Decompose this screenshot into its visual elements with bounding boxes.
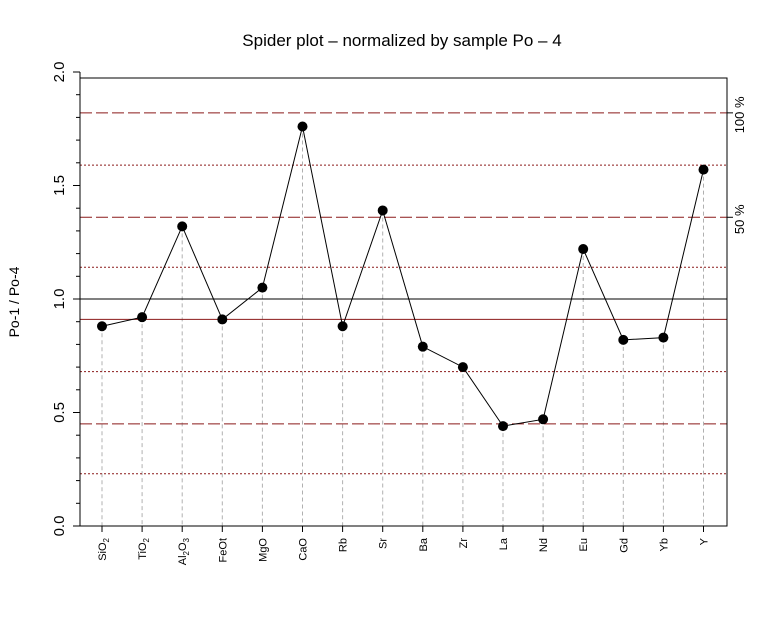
x-tick-label: MgO (257, 538, 269, 562)
y-tick-label: 1.5 (51, 175, 68, 196)
plot-frame (79, 77, 728, 527)
x-tick-label: FeOt (217, 538, 229, 562)
x-tick-label: TiO2 (137, 537, 151, 559)
x-tick-label: SiO2 (97, 537, 111, 560)
right-axis-label: 100 % (732, 96, 747, 133)
y-tick-label: 0.5 (51, 402, 68, 423)
data-point (538, 414, 549, 425)
y-tick-label: 0.0 (51, 516, 68, 537)
x-tick-label: CaO (298, 538, 310, 561)
right-axis-label: 50 % (732, 204, 747, 234)
x-tick-label: Gd (618, 538, 630, 553)
category-guide-lines (101, 126, 704, 526)
data-point (417, 341, 428, 352)
data-point (257, 282, 268, 293)
data-point (377, 205, 388, 216)
x-tick-label: Sr (378, 538, 390, 549)
reference-lines (80, 112, 727, 527)
data-point (177, 221, 188, 232)
data-points (97, 121, 709, 432)
x-tick-label: Zr (458, 538, 470, 549)
y-tick-label: 2.0 (51, 62, 68, 83)
x-tick-label: Yb (658, 538, 670, 551)
x-tick-label: Rb (338, 538, 350, 552)
data-point (297, 121, 308, 132)
data-point (137, 312, 148, 323)
chart-title: Spider plot – normalized by sample Po – … (242, 31, 561, 50)
x-tick-label: Eu (578, 538, 590, 551)
series-line (101, 126, 704, 427)
x-axis: SiO2 TiO2 Al2O3 FeOt MgO CaO Rb Sr Ba Zr La Nd Eu Gd Y… (97, 526, 711, 565)
data-point (658, 332, 669, 343)
y-axis: 0.0 0.5 1.0 1.5 2.0 (51, 62, 81, 537)
data-point (698, 164, 709, 175)
data-point (97, 321, 107, 332)
x-tick-label: Ba (418, 537, 430, 551)
data-point (578, 244, 589, 255)
x-tick-label: Al2O3 (177, 537, 191, 565)
y-tick-label: 1.0 (51, 289, 68, 310)
x-tick-label: La (498, 537, 510, 550)
data-point (618, 334, 629, 345)
x-tick-label: Y (699, 537, 711, 545)
data-point (498, 421, 508, 432)
data-point (337, 321, 348, 332)
x-tick-label: Nd (538, 538, 550, 552)
y-axis-label: Po-1 / Po-4 (6, 266, 22, 337)
data-point (217, 314, 228, 325)
data-point (457, 362, 468, 373)
right-axis-labels: 100 % 50 % (727, 96, 747, 234)
